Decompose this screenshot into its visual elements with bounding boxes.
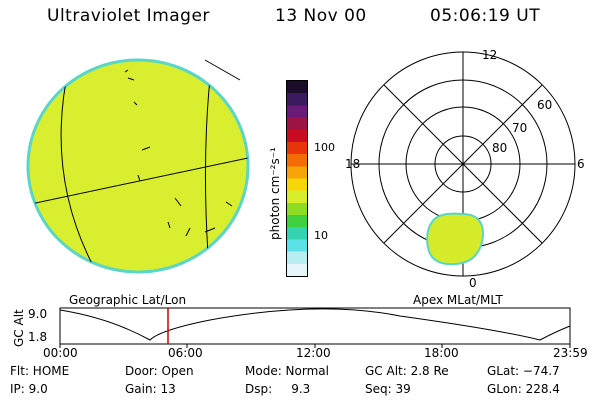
timeline-xtick-0600: 06:00 bbox=[168, 346, 203, 360]
status-door: Door: Open bbox=[125, 364, 194, 378]
colorbar bbox=[286, 80, 308, 277]
colorbar-tick-100: 100 bbox=[314, 141, 335, 154]
header-date: 13 Nov 00 bbox=[275, 6, 367, 26]
geographic-outer-line bbox=[204, 59, 241, 81]
status-glon: GLon: 228.4 bbox=[487, 382, 560, 396]
mlt-label-0: 0 bbox=[469, 276, 477, 290]
status-flight: Flt: HOME bbox=[10, 364, 70, 378]
status-ip: IP: 9.0 bbox=[10, 382, 48, 396]
lat-label-60: 60 bbox=[537, 98, 553, 112]
altitude-curve bbox=[59, 308, 571, 341]
lat-label-80: 80 bbox=[492, 141, 508, 155]
header-time: 05:06:19 UT bbox=[430, 6, 541, 26]
colorbar-tick-10: 10 bbox=[314, 229, 328, 242]
timeline-y-label: GC Alt bbox=[12, 309, 26, 347]
polar-plot bbox=[350, 51, 576, 277]
mlt-label-6: 6 bbox=[577, 157, 585, 171]
timeline-xtick-1200: 12:00 bbox=[296, 346, 331, 360]
lat-label-70: 70 bbox=[512, 121, 528, 135]
status-mode: Mode: Normal bbox=[245, 364, 329, 378]
mlt-label-12: 12 bbox=[482, 48, 498, 62]
timeline-ytick-1-8: 1.8 bbox=[28, 330, 48, 344]
timeline-xtick-0000: 00:00 bbox=[43, 346, 78, 360]
status-dsp: Dsp: 9.3 bbox=[245, 382, 311, 396]
app-title: Ultraviolet Imager bbox=[47, 6, 210, 26]
timeline-xtick-2359: 23:59 bbox=[553, 346, 588, 360]
left-panel-caption: Geographic Lat/Lon bbox=[69, 293, 187, 307]
status-seq: Seq: 39 bbox=[365, 382, 411, 396]
aurora-blob bbox=[426, 212, 485, 266]
status-gc-alt: GC Alt: 2.8 Re bbox=[365, 364, 449, 378]
status-glat: GLat: −74.7 bbox=[487, 364, 560, 378]
earth-disk bbox=[26, 58, 250, 274]
timeline-ytick-9: 9.0 bbox=[28, 307, 48, 321]
status-gain: Gain: 13 bbox=[125, 382, 176, 396]
mlt-label-18: 18 bbox=[345, 157, 361, 171]
right-panel-caption: Apex MLat/MLT bbox=[413, 293, 503, 307]
geographic-image bbox=[26, 58, 250, 274]
timeline-xtick-1800: 18:00 bbox=[424, 346, 459, 360]
